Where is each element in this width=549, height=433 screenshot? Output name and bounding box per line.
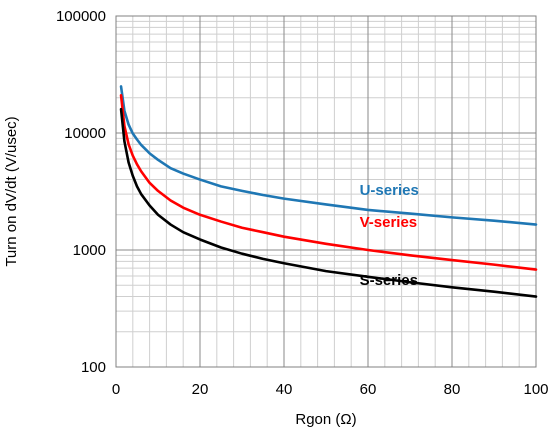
y-axis-ticks: 100 1000 10000 100000 bbox=[56, 8, 106, 376]
series-annotations: U-series V-series S-series bbox=[360, 182, 419, 289]
series-label: S-series bbox=[360, 272, 418, 289]
x-axis-ticks: 0 20 40 60 80 100 bbox=[112, 381, 549, 398]
plot-area-frame bbox=[115, 15, 537, 368]
x-tick-label: 80 bbox=[444, 381, 461, 398]
y-tick-label: 10000 bbox=[64, 125, 106, 142]
series-line-s-series bbox=[119, 107, 538, 298]
x-tick-label: 40 bbox=[276, 381, 293, 398]
x-tick-label: 20 bbox=[192, 381, 209, 398]
y-axis-title: Turn on dV/dt (V/usec) bbox=[3, 116, 20, 266]
series-line-u-series bbox=[119, 85, 538, 226]
x-tick-label: 100 bbox=[523, 381, 548, 398]
y-tick-label: 100000 bbox=[56, 8, 106, 25]
minor-grid bbox=[115, 16, 537, 367]
y-tick-label: 1000 bbox=[73, 242, 106, 259]
series-line-v-series bbox=[119, 94, 538, 271]
major-grid bbox=[115, 15, 537, 368]
x-axis-title: Rgon (Ω) bbox=[295, 411, 356, 428]
y-tick-label: 100 bbox=[81, 359, 106, 376]
x-tick-label: 0 bbox=[112, 381, 120, 398]
x-tick-label: 60 bbox=[360, 381, 377, 398]
series-lines bbox=[119, 85, 538, 298]
series-label: V-series bbox=[360, 214, 418, 231]
series-label: U-series bbox=[360, 182, 419, 199]
